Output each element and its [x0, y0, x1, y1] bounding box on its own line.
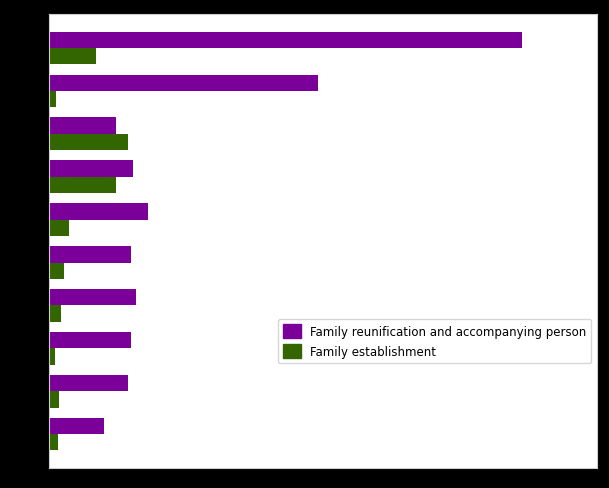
Bar [49, 418, 104, 434]
Bar [49, 332, 131, 348]
Bar [49, 135, 128, 151]
Bar [49, 263, 64, 279]
Bar [49, 289, 136, 306]
Bar [49, 220, 69, 236]
Bar [49, 247, 131, 263]
Legend: Family reunification and accompanying person, Family establishment: Family reunification and accompanying pe… [278, 319, 591, 364]
Bar [49, 177, 116, 194]
Bar [49, 161, 133, 177]
Bar [49, 33, 522, 49]
Bar [49, 76, 318, 92]
Bar [49, 434, 58, 450]
Bar [49, 204, 149, 220]
Bar [49, 49, 96, 65]
Bar [49, 391, 58, 407]
Bar [49, 118, 116, 135]
Bar [49, 348, 55, 365]
Bar [49, 306, 61, 322]
Bar [49, 375, 128, 391]
Bar [49, 92, 56, 108]
